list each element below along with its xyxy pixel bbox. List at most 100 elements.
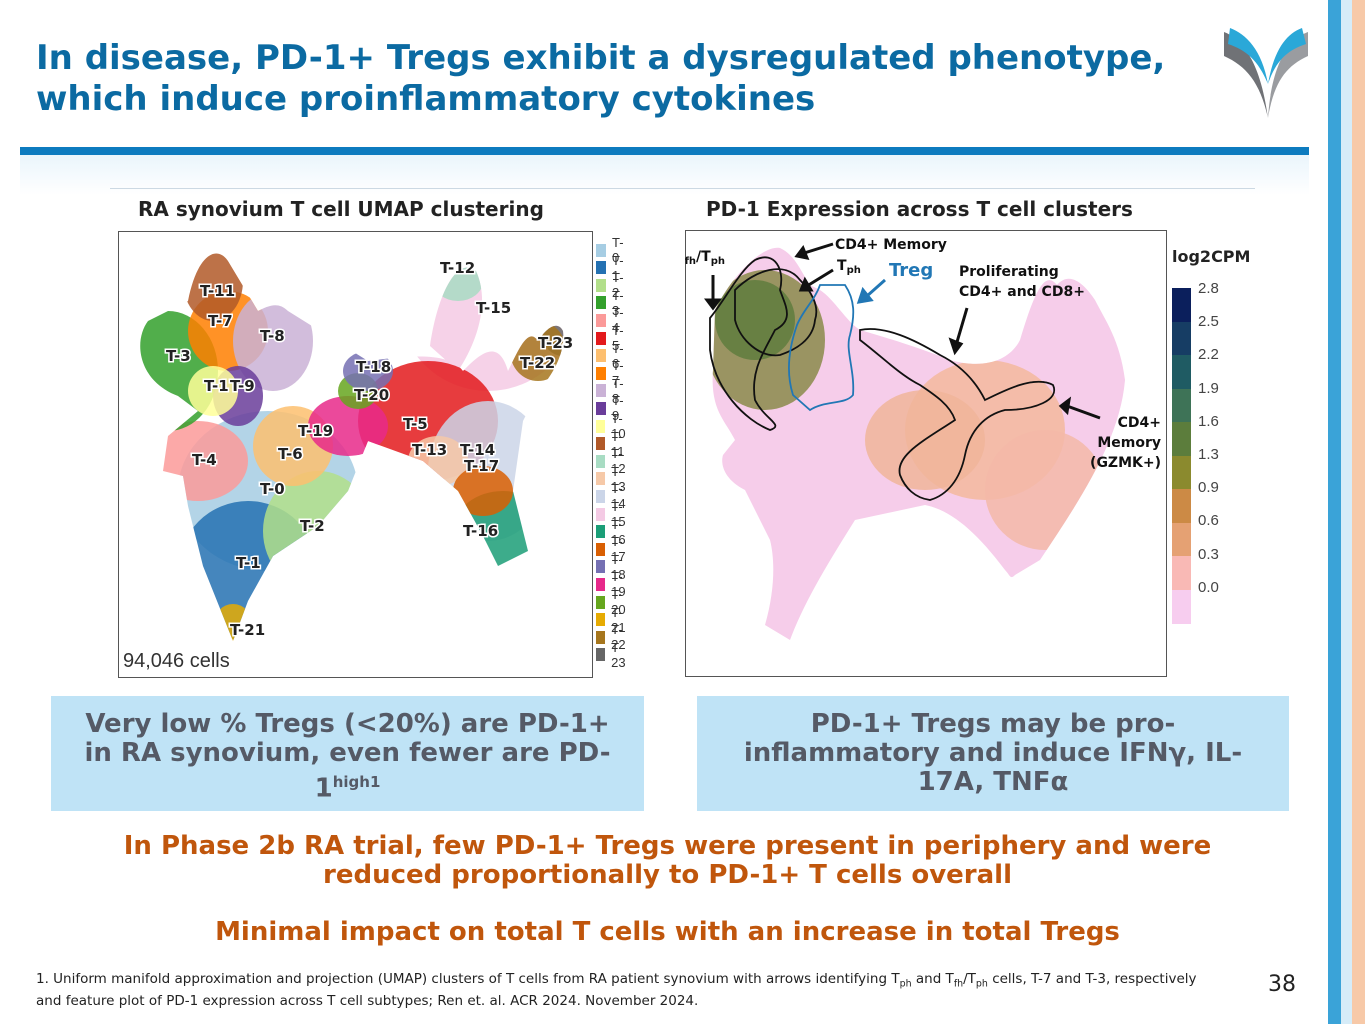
legend-label: T-11 — [611, 428, 625, 459]
cd4-memory-tph-label-line1: CD4+ Memory — [835, 237, 947, 253]
legend-swatch — [596, 560, 606, 574]
legend-swatch — [596, 613, 606, 627]
legend-swatch — [596, 507, 606, 521]
legend-swatch — [596, 595, 606, 609]
colorbar-tick-label: 2.2 — [1198, 346, 1219, 364]
legend-swatch — [596, 630, 606, 644]
cluster-label: T-20 — [354, 386, 389, 404]
legend-label: T-15 — [611, 499, 626, 529]
legend-swatch — [596, 472, 606, 486]
legend-label: T-20 — [611, 587, 626, 617]
title-divider — [20, 147, 1309, 155]
legend-swatch — [596, 349, 607, 363]
cluster-label: T-14 — [460, 441, 495, 459]
legend-entry: T-21 — [596, 605, 629, 635]
legend-entry: T-23 — [596, 640, 629, 670]
gzmk-label-line2: Memory — [1097, 435, 1161, 451]
treg-region-outline — [788, 284, 855, 412]
company-logo-icon — [1224, 28, 1308, 118]
cd4-memory-tph-label-line2: Tph — [837, 258, 861, 276]
page-number: 38 — [1268, 972, 1296, 997]
cluster-label: T-15 — [476, 299, 511, 317]
cluster-label: T-17 — [464, 457, 499, 475]
legend-entry: T-4 — [596, 305, 627, 335]
legend-entry: T-6 — [596, 341, 627, 371]
legend-entry: T-5 — [596, 323, 627, 353]
legend-entry: T-14 — [596, 481, 629, 511]
edge-stripe — [1341, 0, 1352, 1024]
legend-entry: T-19 — [596, 569, 629, 599]
colorbar-tick-label: 0.6 — [1198, 512, 1219, 530]
colorbar-tick-label: 0.3 — [1198, 545, 1219, 563]
pd1-title: PD-1 Expression across T cell clusters — [706, 197, 1133, 221]
legend-swatch — [596, 648, 606, 662]
legend-entry: T-0 — [596, 235, 627, 265]
cell-count: 94,046 cells — [123, 650, 230, 672]
legend-label: T-1 — [612, 252, 624, 283]
colorbar-swatch — [1172, 522, 1191, 557]
legend-swatch — [596, 296, 607, 310]
tph-region-outline — [734, 268, 818, 357]
colorbar-title: log2CPM — [1172, 247, 1251, 266]
colorbar-swatch — [1172, 321, 1191, 356]
box-left-sup: high1 — [332, 773, 381, 791]
legend-entry: T-18 — [596, 552, 629, 582]
proliferating-label-line1: Proliferating — [959, 264, 1059, 280]
footnote: 1. Uniform manifold approximation and pr… — [36, 971, 1197, 1009]
cluster-label: T-11 — [200, 282, 235, 300]
legend-swatch — [596, 278, 607, 292]
colorbar-tick-label: 1.9 — [1198, 379, 1219, 397]
pd1-plot: Tfh/Tph CD4+ Memory Tph Treg Proliferati… — [685, 230, 1167, 677]
edge-stripe — [1328, 0, 1341, 1024]
box-right: PD-1+ Tregs may be pro-inflammatory and … — [697, 696, 1289, 811]
legend-entry: T-9 — [596, 393, 627, 423]
legend-entry: T-22 — [596, 622, 629, 652]
treg-label: Treg — [889, 260, 933, 281]
slide-title: In disease, PD-1+ Tregs exhibit a dysreg… — [36, 38, 1166, 119]
cluster-label: T-21 — [230, 621, 265, 639]
legend-label: T-21 — [611, 604, 626, 635]
cluster-label: T-7 — [208, 312, 233, 330]
box-left-text: Very low % Tregs (<20%) are PD-1+ in RA … — [84, 709, 611, 804]
legend-label: T-0 — [612, 235, 624, 265]
umap-title: RA synovium T cell UMAP clustering — [138, 197, 544, 221]
colorbar-swatch — [1172, 489, 1191, 523]
colorbar-swatch — [1172, 455, 1191, 490]
box-left: Very low % Tregs (<20%) are PD-1+ in RA … — [51, 696, 644, 811]
header-gradient — [20, 155, 1309, 195]
legend-swatch — [596, 313, 607, 327]
cluster-label: T-23 — [538, 334, 573, 352]
legend-label: T-23 — [611, 639, 626, 670]
cluster-label: T-5 — [403, 415, 428, 433]
cluster-region — [453, 466, 513, 516]
legend-entry: T-15 — [596, 499, 629, 529]
tfh-tph-label: Tfh/Tph — [685, 249, 725, 267]
colorbar-swatch — [1172, 355, 1191, 389]
legend-swatch — [596, 437, 606, 451]
legend-label: T-10 — [611, 411, 626, 441]
legend-entry: T-8 — [596, 376, 627, 406]
legend-swatch — [596, 243, 607, 257]
legend-label: T-7 — [612, 358, 624, 389]
cluster-label: T-1 — [236, 554, 261, 572]
legend-label: T-17 — [611, 534, 626, 565]
tfh-region-outline — [709, 256, 788, 431]
legend-swatch — [596, 542, 606, 556]
statement-tregs: Minimal impact on total T cells with an … — [215, 917, 1120, 947]
cluster-label: T-3 — [166, 347, 191, 365]
legend-label: T-14 — [611, 481, 626, 512]
cluster-label: T-4 — [192, 451, 217, 469]
gzmk-label-line3: (GZMK+) — [1090, 455, 1161, 471]
box-right-text: PD-1+ Tregs may be pro-inflammatory and … — [743, 709, 1243, 797]
legend-swatch — [596, 525, 606, 539]
umap-plot: T-11T-7T-3T-8T-1 T-9T-4 T-6T-19T-0T-2T-1T-… — [118, 231, 593, 678]
legend-entry: T-13 — [596, 464, 629, 494]
legend-entry: T-10 — [596, 411, 629, 441]
legend-entry: T-3 — [596, 288, 627, 318]
legend-label: T-8 — [612, 375, 624, 406]
legend-label: T-13 — [611, 463, 626, 494]
legend-swatch — [596, 366, 607, 380]
legend-label: T-3 — [612, 287, 624, 318]
cluster-label: T-6 — [278, 445, 303, 463]
cluster-label: T-16 — [463, 522, 498, 540]
